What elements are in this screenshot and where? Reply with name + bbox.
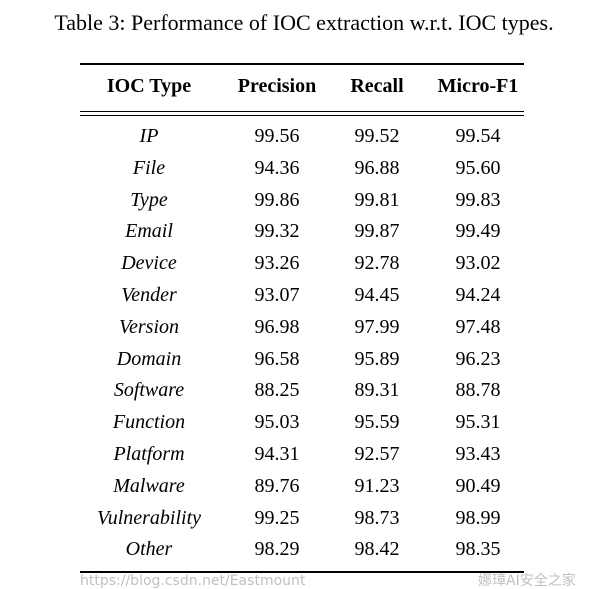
table-row: Version 96.98 97.99 97.48	[0, 316, 608, 348]
watermark-brand: 娜璋AI安全之家	[478, 573, 576, 589]
cell-recall: 99.81	[354, 188, 400, 211]
table-row: Malware 89.76 91.23 90.49	[0, 475, 608, 507]
cell-micro-f1: 93.43	[455, 443, 501, 465]
cell-recall: 95.59	[354, 411, 400, 434]
cell-ioc-type: Device	[121, 252, 177, 275]
bottom-rule	[80, 571, 524, 573]
cell-precision: 93.07	[254, 284, 300, 306]
header-rule-1	[80, 111, 524, 112]
cell-precision: 89.76	[254, 474, 300, 497]
header-precision: Precision	[237, 75, 317, 97]
table-caption: Table 3: Performance of IOC extraction w…	[54, 10, 554, 35]
cell-micro-f1: 98.35	[455, 538, 501, 561]
cell-recall: 99.87	[354, 220, 400, 243]
cell-micro-f1: 96.23	[455, 347, 501, 370]
cell-recall: 98.73	[354, 506, 400, 529]
table-row: Vender 93.07 94.45 94.24	[0, 284, 608, 316]
cell-micro-f1: 93.02	[455, 252, 501, 275]
cell-recall: 97.99	[354, 315, 400, 338]
cell-recall: 96.88	[354, 156, 400, 179]
cell-micro-f1: 99.49	[455, 220, 501, 243]
cell-precision: 99.25	[254, 506, 300, 529]
cell-ioc-type: Vender	[121, 284, 177, 306]
cell-recall: 99.52	[354, 125, 400, 147]
cell-recall: 89.31	[354, 379, 400, 402]
cell-micro-f1: 94.24	[455, 284, 501, 306]
table-row: Type 99.86 99.81 99.83	[0, 189, 608, 221]
cell-micro-f1: 95.31	[455, 411, 501, 434]
cell-micro-f1: 90.49	[455, 474, 501, 497]
cell-recall: 92.78	[354, 252, 400, 275]
header-ioc-type: IOC Type	[106, 75, 192, 97]
cell-ioc-type: Platform	[113, 443, 185, 465]
table-row: Function 95.03 95.59 95.31	[0, 411, 608, 443]
table-row: Platform 94.31 92.57 93.43	[0, 443, 608, 475]
cell-precision: 94.31	[254, 443, 300, 465]
header-rule-2	[80, 115, 524, 116]
table-row: Other 98.29 98.42 98.35	[0, 538, 608, 570]
cell-recall: 92.57	[354, 443, 400, 465]
cell-ioc-type: Other	[125, 538, 173, 561]
cell-precision: 99.86	[254, 188, 300, 211]
cell-precision: 94.36	[254, 156, 300, 179]
cell-precision: 96.98	[254, 315, 300, 338]
cell-ioc-type: Email	[125, 220, 173, 243]
cell-recall: 98.42	[354, 538, 400, 561]
header-recall: Recall	[350, 75, 404, 97]
cell-precision: 88.25	[254, 379, 300, 402]
cell-micro-f1: 97.48	[455, 315, 501, 338]
cell-precision: 99.56	[254, 125, 300, 147]
table-row: Vulnerability 99.25 98.73 98.99	[0, 507, 608, 539]
cell-micro-f1: 98.99	[455, 506, 501, 529]
cell-precision: 99.32	[254, 220, 300, 243]
cell-precision: 95.03	[254, 411, 300, 434]
cell-ioc-type: File	[132, 156, 166, 179]
cell-ioc-type: IP	[139, 125, 159, 147]
cell-recall: 95.89	[354, 347, 400, 370]
table-row: Software 88.25 89.31 88.78	[0, 379, 608, 411]
cell-micro-f1: 99.54	[455, 125, 501, 147]
table-row: Device 93.26 92.78 93.02	[0, 252, 608, 284]
cell-ioc-type: Vulnerability	[96, 506, 202, 529]
table-row: Email 99.32 99.87 99.49	[0, 220, 608, 252]
cell-ioc-type: Version	[119, 315, 179, 338]
table-row: Domain 96.58 95.89 96.23	[0, 348, 608, 380]
table-row: File 94.36 96.88 95.60	[0, 157, 608, 189]
cell-precision: 93.26	[254, 252, 300, 275]
header-micro-f1: Micro-F1	[437, 75, 519, 97]
cell-precision: 96.58	[254, 347, 300, 370]
cell-ioc-type: Software	[113, 379, 185, 402]
cell-ioc-type: Function	[112, 411, 186, 434]
table-row: IP 99.56 99.52 99.54	[0, 125, 608, 157]
cell-micro-f1: 95.60	[455, 156, 501, 179]
cell-micro-f1: 99.83	[455, 188, 501, 211]
cell-micro-f1: 88.78	[455, 379, 501, 402]
cell-precision: 98.29	[254, 538, 300, 561]
watermark-url: https://blog.csdn.net/Eastmount	[80, 573, 306, 589]
cell-ioc-type: Type	[130, 188, 168, 211]
cell-recall: 94.45	[354, 284, 400, 306]
cell-recall: 91.23	[354, 474, 400, 497]
cell-ioc-type: Malware	[113, 474, 185, 497]
cell-ioc-type: Domain	[116, 347, 182, 370]
top-rule	[80, 63, 524, 65]
